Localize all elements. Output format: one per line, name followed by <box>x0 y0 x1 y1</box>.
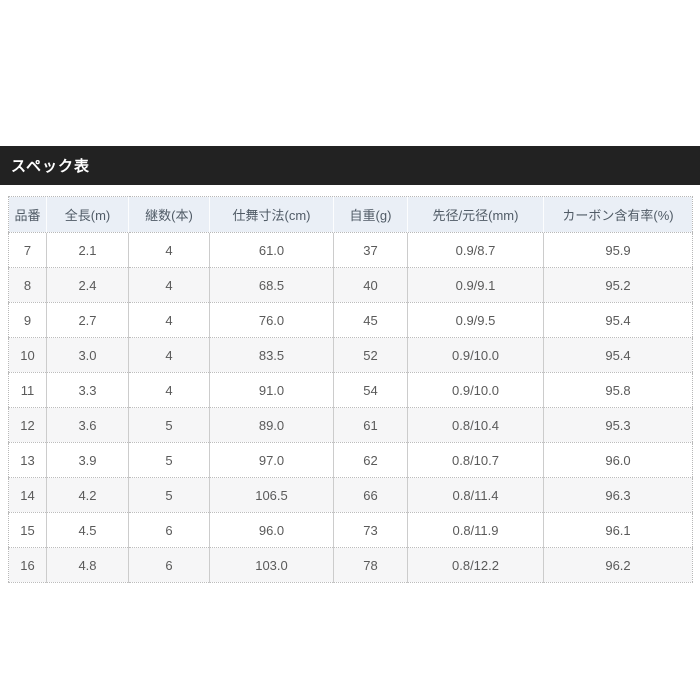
table-cell: 95.4 <box>543 302 693 338</box>
table-cell: 95.2 <box>543 267 693 303</box>
table-cell: 62 <box>333 442 408 478</box>
table-cell: 7 <box>8 232 47 268</box>
table-cell: 0.9/9.5 <box>407 302 544 338</box>
section-title-bar: スペック表 <box>0 146 700 185</box>
table-cell: 95.9 <box>543 232 693 268</box>
table-cell: 0.8/10.4 <box>407 407 544 443</box>
table-cell: 3.3 <box>46 372 129 408</box>
table-cell: 0.9/8.7 <box>407 232 544 268</box>
table-cell: 14 <box>8 477 47 513</box>
table-cell: 0.9/9.1 <box>407 267 544 303</box>
table-row: 7 2.1 4 61.0 37 0.9/8.7 95.9 <box>8 232 693 268</box>
table-cell: 40 <box>333 267 408 303</box>
table-cell: 4.8 <box>46 547 129 583</box>
spec-table-body: 7 2.1 4 61.0 37 0.9/8.7 95.9 8 2.4 4 68.5 40 0.9/9.1… <box>8 232 693 583</box>
table-cell: 4 <box>128 232 210 268</box>
table-cell: 106.5 <box>209 477 334 513</box>
column-header: カーボン含有率(%) <box>543 196 693 233</box>
table-row: 15 4.5 6 96.0 73 0.8/11.9 96.1 <box>8 512 693 548</box>
table-cell: 0.9/10.0 <box>407 337 544 373</box>
table-cell: 4 <box>128 337 210 373</box>
table-cell: 52 <box>333 337 408 373</box>
table-cell: 103.0 <box>209 547 334 583</box>
table-cell: 6 <box>128 512 210 548</box>
column-header: 継数(本) <box>128 196 210 233</box>
table-row: 11 3.3 4 91.0 54 0.9/10.0 95.8 <box>8 372 693 408</box>
table-cell: 54 <box>333 372 408 408</box>
table-cell: 0.8/11.9 <box>407 512 544 548</box>
table-row: 10 3.0 4 83.5 52 0.9/10.0 95.4 <box>8 337 693 373</box>
table-row: 13 3.9 5 97.0 62 0.8/10.7 96.0 <box>8 442 693 478</box>
table-cell: 9 <box>8 302 47 338</box>
table-cell: 0.8/11.4 <box>407 477 544 513</box>
spec-table: 品番 全長(m) 継数(本) 仕舞寸法(cm) 自重(g) 先径/元径(mm) カーボン含有… <box>8 196 693 583</box>
table-cell: 61 <box>333 407 408 443</box>
column-header: 品番 <box>8 196 47 233</box>
table-cell: 3.6 <box>46 407 129 443</box>
table-row: 14 4.2 5 106.5 66 0.8/11.4 96.3 <box>8 477 693 513</box>
table-cell: 78 <box>333 547 408 583</box>
table-cell: 37 <box>333 232 408 268</box>
table-cell: 5 <box>128 407 210 443</box>
column-header: 先径/元径(mm) <box>407 196 544 233</box>
table-cell: 2.1 <box>46 232 129 268</box>
column-header: 仕舞寸法(cm) <box>209 196 334 233</box>
table-cell: 4 <box>128 267 210 303</box>
table-cell: 15 <box>8 512 47 548</box>
table-cell: 61.0 <box>209 232 334 268</box>
table-cell: 96.0 <box>543 442 693 478</box>
table-cell: 3.9 <box>46 442 129 478</box>
table-cell: 5 <box>128 477 210 513</box>
table-cell: 16 <box>8 547 47 583</box>
table-cell: 95.3 <box>543 407 693 443</box>
table-cell: 0.9/10.0 <box>407 372 544 408</box>
table-cell: 0.8/12.2 <box>407 547 544 583</box>
table-cell: 45 <box>333 302 408 338</box>
table-row: 8 2.4 4 68.5 40 0.9/9.1 95.2 <box>8 267 693 303</box>
table-cell: 8 <box>8 267 47 303</box>
table-cell: 5 <box>128 442 210 478</box>
table-row: 12 3.6 5 89.0 61 0.8/10.4 95.3 <box>8 407 693 443</box>
table-cell: 4.5 <box>46 512 129 548</box>
spec-table-wrap: 品番 全長(m) 継数(本) 仕舞寸法(cm) 自重(g) 先径/元径(mm) カーボン含有… <box>8 196 693 583</box>
spec-table-head: 品番 全長(m) 継数(本) 仕舞寸法(cm) 自重(g) 先径/元径(mm) カーボン含有… <box>8 196 693 233</box>
table-cell: 13 <box>8 442 47 478</box>
table-cell: 96.0 <box>209 512 334 548</box>
table-cell: 95.8 <box>543 372 693 408</box>
table-cell: 66 <box>333 477 408 513</box>
table-row: 16 4.8 6 103.0 78 0.8/12.2 96.2 <box>8 547 693 583</box>
column-header: 全長(m) <box>46 196 129 233</box>
table-cell: 89.0 <box>209 407 334 443</box>
table-cell: 10 <box>8 337 47 373</box>
table-cell: 11 <box>8 372 47 408</box>
table-cell: 95.4 <box>543 337 693 373</box>
table-cell: 3.0 <box>46 337 129 373</box>
table-cell: 68.5 <box>209 267 334 303</box>
header-row: 品番 全長(m) 継数(本) 仕舞寸法(cm) 自重(g) 先径/元径(mm) カーボン含有… <box>8 196 693 233</box>
table-row: 9 2.7 4 76.0 45 0.9/9.5 95.4 <box>8 302 693 338</box>
table-cell: 4.2 <box>46 477 129 513</box>
table-cell: 0.8/10.7 <box>407 442 544 478</box>
table-cell: 83.5 <box>209 337 334 373</box>
table-cell: 76.0 <box>209 302 334 338</box>
table-cell: 2.4 <box>46 267 129 303</box>
table-cell: 91.0 <box>209 372 334 408</box>
table-cell: 6 <box>128 547 210 583</box>
table-cell: 2.7 <box>46 302 129 338</box>
table-cell: 97.0 <box>209 442 334 478</box>
table-cell: 12 <box>8 407 47 443</box>
table-cell: 73 <box>333 512 408 548</box>
table-cell: 4 <box>128 372 210 408</box>
table-cell: 4 <box>128 302 210 338</box>
column-header: 自重(g) <box>333 196 408 233</box>
table-cell: 96.2 <box>543 547 693 583</box>
table-cell: 96.3 <box>543 477 693 513</box>
section-title: スペック表 <box>11 158 90 175</box>
table-cell: 96.1 <box>543 512 693 548</box>
